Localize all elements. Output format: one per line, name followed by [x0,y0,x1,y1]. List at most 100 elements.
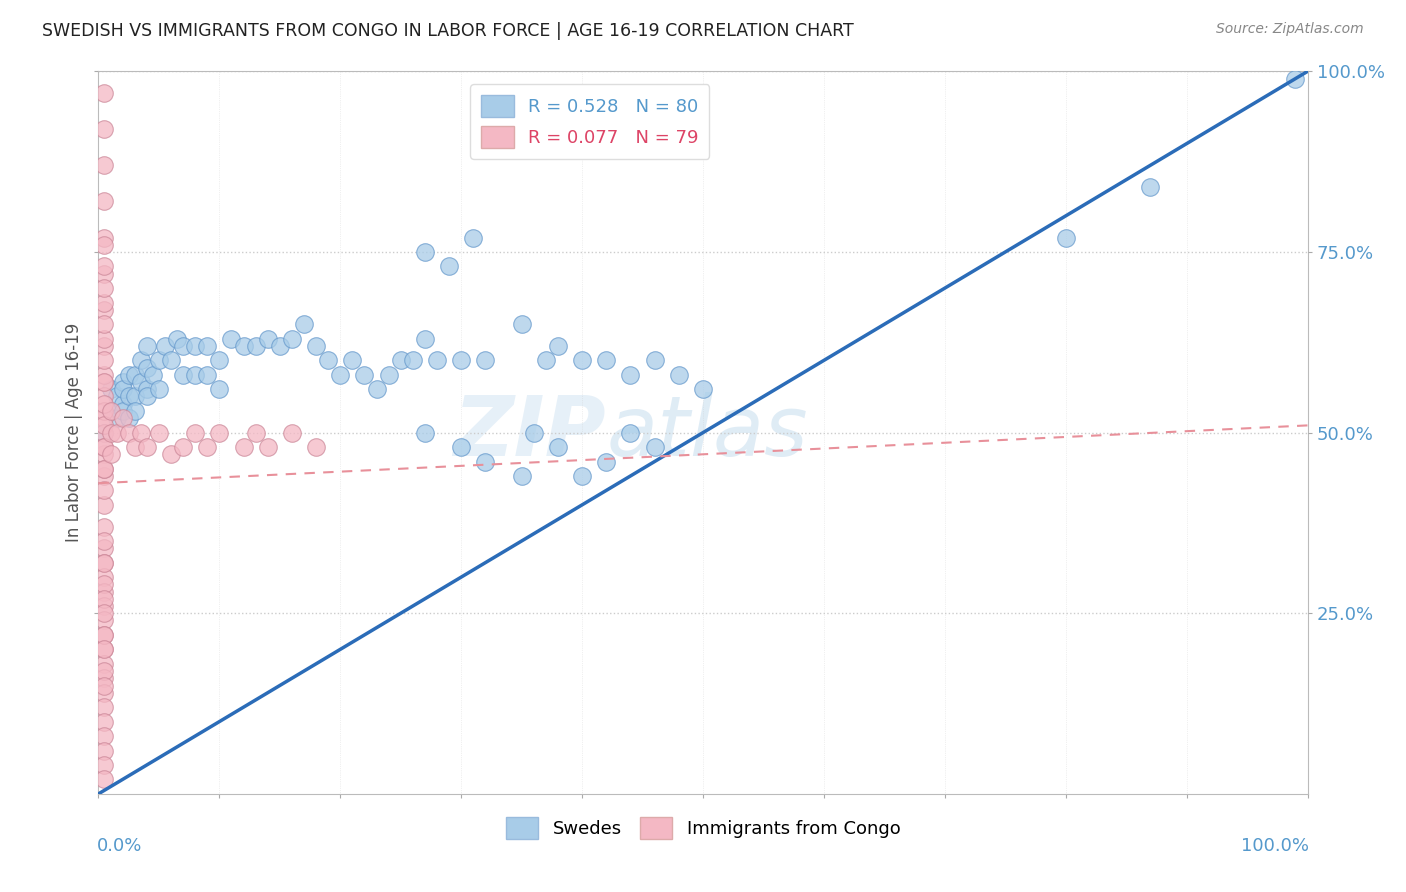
Point [93,729,115,743]
Point [129,425,152,440]
Point [93,230,115,244]
Point [208,425,231,440]
Point [93,686,115,700]
Point [510,469,533,483]
Point [93,483,115,498]
Point [129,375,152,389]
Point [342,353,364,368]
Point [402,353,425,368]
Point [93,122,115,136]
Point [118,411,141,425]
Point [93,678,115,692]
Point [93,498,115,512]
Point [93,86,115,100]
Point [329,368,352,382]
Point [281,332,304,346]
Point [353,368,375,382]
Point [93,671,115,685]
Point [93,440,115,454]
Point [93,642,115,657]
Point [93,397,115,411]
Point [208,382,231,396]
Point [93,332,115,346]
Point [93,237,115,252]
Point [93,267,115,281]
Point [172,440,194,454]
Point [93,194,115,209]
Point [111,404,134,418]
Point [437,260,460,274]
Point [93,447,115,461]
Point [413,332,436,346]
Point [93,339,115,353]
Point [148,382,170,396]
Point [474,353,496,368]
Point [256,332,278,346]
Point [377,368,399,382]
Point [111,397,134,411]
Point [547,440,569,454]
Point [93,462,115,476]
Point [105,389,128,403]
Point [93,375,115,389]
Point [450,440,472,454]
Point [547,339,569,353]
Point [221,332,243,346]
Text: 100.0%: 100.0% [1240,838,1309,855]
Point [195,440,218,454]
Point [93,302,115,317]
Point [93,614,115,628]
Point [142,368,165,382]
Point [619,425,641,440]
Point [450,353,472,368]
Point [93,353,115,368]
Point [118,368,141,382]
Point [93,541,115,556]
Point [232,339,254,353]
Point [245,425,267,440]
Point [245,339,267,353]
Point [93,533,115,548]
Point [93,418,115,433]
Point [595,454,617,468]
Point [135,389,157,403]
Point [93,772,115,787]
Point [292,318,315,332]
Point [93,469,115,483]
Point [135,440,157,454]
Point [124,389,146,403]
Text: SWEDISH VS IMMIGRANTS FROM CONGO IN LABOR FORCE | AGE 16-19 CORRELATION CHART: SWEDISH VS IMMIGRANTS FROM CONGO IN LABO… [42,22,853,40]
Point [93,281,115,295]
Point [93,425,115,440]
Point [644,353,666,368]
Point [523,425,546,440]
Point [93,556,115,570]
Point [100,382,122,396]
Point [135,339,157,353]
Point [93,743,115,757]
Point [571,469,593,483]
Point [93,570,115,584]
Point [93,295,115,310]
Point [153,339,176,353]
Point [124,440,146,454]
Point [256,440,278,454]
Point [595,353,617,368]
Point [93,411,115,425]
Point [93,389,115,403]
Point [118,389,141,403]
Point [135,382,157,396]
Point [100,404,122,418]
Point [93,519,115,533]
Point [93,260,115,274]
Point [93,375,115,389]
Point [93,628,115,642]
Point [93,318,115,332]
Point [166,332,188,346]
Point [510,318,533,332]
Point [316,353,339,368]
Point [135,360,157,375]
Point [93,657,115,671]
Point [93,591,115,606]
Point [93,158,115,172]
